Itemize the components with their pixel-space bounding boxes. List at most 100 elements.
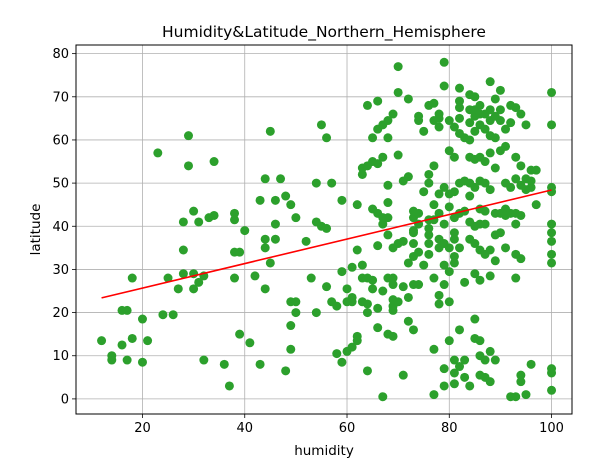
data-point (265, 126, 275, 136)
data-point (183, 131, 193, 141)
data-point (434, 189, 444, 199)
data-point (122, 355, 132, 365)
data-point (439, 381, 449, 391)
data-point (178, 245, 188, 255)
data-point (424, 249, 434, 259)
data-point (393, 150, 403, 160)
data-point (465, 135, 475, 145)
data-point (403, 316, 413, 326)
data-point (168, 310, 178, 320)
data-point (403, 292, 413, 302)
chart-title: Humidity&Latitude_Northern_Hemisphere (162, 23, 486, 42)
data-point (143, 336, 153, 346)
data-point (189, 284, 199, 294)
plot-frame (75, 44, 573, 415)
data-point (158, 310, 168, 320)
data-point (327, 178, 337, 188)
data-point (470, 182, 480, 192)
data-point (286, 321, 296, 331)
data-point (460, 372, 470, 382)
data-point (388, 305, 398, 315)
data-point (383, 180, 393, 190)
data-point (475, 336, 485, 346)
data-point (291, 308, 301, 318)
data-point (347, 342, 357, 352)
data-point (209, 157, 219, 167)
data-point (439, 260, 449, 270)
y-tick-label: 70 (52, 90, 69, 105)
data-point (378, 286, 388, 296)
data-point (526, 182, 536, 192)
data-point (455, 325, 465, 335)
data-point (490, 133, 500, 143)
data-point (449, 368, 459, 378)
data-point (460, 355, 470, 365)
data-point (480, 219, 490, 229)
data-point (388, 109, 398, 119)
data-point (444, 146, 454, 156)
data-point (455, 362, 465, 372)
data-point (270, 195, 280, 205)
data-point (439, 280, 449, 290)
data-point (455, 83, 465, 93)
data-point (322, 133, 332, 143)
y-tick-label: 50 (52, 177, 69, 192)
data-point (455, 103, 465, 113)
data-point (424, 230, 434, 240)
data-point (183, 161, 193, 171)
data-point (511, 392, 521, 402)
data-point (490, 163, 500, 173)
data-point (260, 284, 270, 294)
data-point (547, 120, 557, 130)
data-point (378, 152, 388, 162)
data-point (357, 169, 367, 179)
data-point (393, 87, 403, 97)
data-point (465, 191, 475, 201)
data-point (357, 260, 367, 270)
y-tick-label: 80 (52, 47, 69, 62)
data-point (480, 124, 490, 134)
data-point (485, 245, 495, 255)
data-point (368, 284, 378, 294)
data-point (291, 297, 301, 307)
data-point (419, 260, 429, 270)
data-point (337, 267, 347, 277)
data-point (163, 273, 173, 283)
data-point (414, 280, 424, 290)
data-point (485, 377, 495, 387)
data-point (449, 355, 459, 365)
data-point (373, 159, 383, 169)
data-point (362, 366, 372, 376)
data-point (449, 251, 459, 261)
y-tick-label: 20 (52, 306, 69, 321)
data-point (270, 234, 280, 244)
data-point (219, 359, 229, 369)
data-point (388, 273, 398, 283)
data-point (547, 368, 557, 378)
data-point (373, 323, 383, 333)
data-point (393, 62, 403, 72)
data-point (511, 174, 521, 184)
data-point (444, 336, 454, 346)
data-point (127, 273, 137, 283)
data-point (485, 346, 495, 356)
x-tick-label: 100 (539, 421, 564, 436)
data-point (480, 157, 490, 167)
data-point (408, 325, 418, 335)
data-point (199, 355, 209, 365)
data-point (398, 236, 408, 246)
data-point (449, 122, 459, 132)
data-point (490, 94, 500, 104)
data-point (429, 344, 439, 354)
data-point (495, 105, 505, 115)
y-axis-label: latitude (28, 204, 44, 256)
data-point (429, 200, 439, 210)
data-point (209, 210, 219, 220)
data-point (511, 273, 521, 283)
data-point (178, 269, 188, 279)
data-point (444, 202, 454, 212)
data-point (224, 381, 234, 391)
data-point (322, 282, 332, 292)
data-point (122, 305, 132, 315)
